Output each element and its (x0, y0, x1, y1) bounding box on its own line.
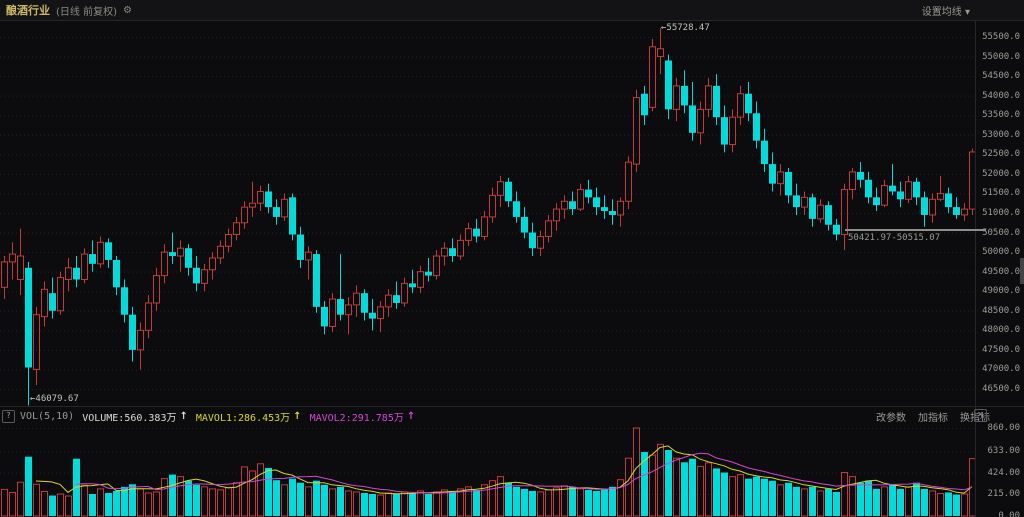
volume-pane (0, 427, 975, 517)
price-axis-label: 51000.0 (982, 208, 1020, 218)
price-axis-label: 49000.0 (982, 286, 1020, 297)
volume-axis-label: 860.00 (987, 423, 1020, 433)
price-axis-label: 53000.0 (982, 129, 1020, 140)
price-axis-label: 51500.0 (982, 188, 1020, 199)
price-axis-label: 55000.0 (982, 51, 1020, 62)
range-annotation: 50421.97-50515.07 (848, 233, 941, 243)
price-range-line (845, 229, 986, 231)
price-axis-label: 54000.0 (982, 90, 1020, 101)
price-axis-label: 52500.0 (982, 149, 1020, 160)
chart-period-label: (日线 前复权) (56, 6, 117, 18)
price-pane (0, 28, 975, 406)
price-axis-label: 55500.0 (982, 32, 1020, 42)
indicator-buttons: 改参数 加指标 换指标 (876, 409, 990, 424)
volume-value: VOLUME:560.383万 (82, 412, 177, 424)
indicator-help-icon[interactable]: ? (2, 409, 15, 423)
switch-indicator-button[interactable]: 换指标 (960, 413, 990, 424)
volume-axis-label: 633.00 (987, 446, 1020, 457)
high-annotation: ←55728.47 (661, 23, 710, 33)
page-title: 酿酒行业 (6, 4, 50, 17)
mavol2-value: MAVOL2:291.785万 (309, 412, 404, 424)
volume-indicator-label: VOL(5,10) (20, 410, 75, 422)
low-annotation: ←46079.67 (30, 394, 79, 404)
mavol1-up-arrow-icon: ↑ (293, 410, 302, 422)
price-axis-label: 52000.0 (982, 168, 1020, 179)
gear-icon[interactable]: ⚙ (122, 4, 132, 16)
add-indicator-button[interactable]: 加指标 (918, 413, 948, 424)
close-indicator-icon[interactable]: ✕ (974, 409, 987, 422)
mavol1-value: MAVOL1:286.453万 (195, 412, 291, 424)
volume-up-arrow-icon: ↑ (179, 410, 188, 422)
price-axis-label: 46500.0 (982, 384, 1020, 394)
price-axis-label: 54500.0 (982, 71, 1020, 82)
mavol2-line (75, 452, 973, 494)
price-axis-label: 47500.0 (982, 344, 1020, 355)
mavol1-line (35, 445, 973, 495)
volume-bars-layer (1, 427, 975, 517)
price-axis-label: 49500.0 (982, 266, 1020, 277)
top-bar: 酿酒行业 (日线 前复权) ⚙ (0, 0, 1024, 21)
price-axis-label: 48000.0 (982, 325, 1020, 336)
scrollbar-thumb[interactable] (1020, 258, 1024, 284)
price-axis-label: 53500.0 (982, 110, 1020, 121)
price-axis-label: 48500.0 (982, 305, 1020, 316)
price-axis-label: 47000.0 (982, 364, 1020, 375)
change-params-button[interactable]: 改参数 (876, 413, 906, 424)
volume-axis-label: 0.00 (998, 511, 1020, 517)
volume-axis-label: 424.00 (987, 467, 1020, 478)
candlestick-layer (1, 28, 975, 406)
ma-settings-dropdown[interactable]: 设置均线 ▾ (921, 7, 970, 18)
price-axis-label: 50000.0 (982, 247, 1020, 258)
price-axis-label: 50500.0 (982, 227, 1020, 238)
volume-axis-label: 215.00 (987, 489, 1020, 499)
volume-header: ? VOL(5,10) VOLUME:560.383万 ↑ MAVOL1:286… (0, 406, 1024, 425)
mavol2-up-arrow-icon: ↑ (406, 410, 416, 422)
